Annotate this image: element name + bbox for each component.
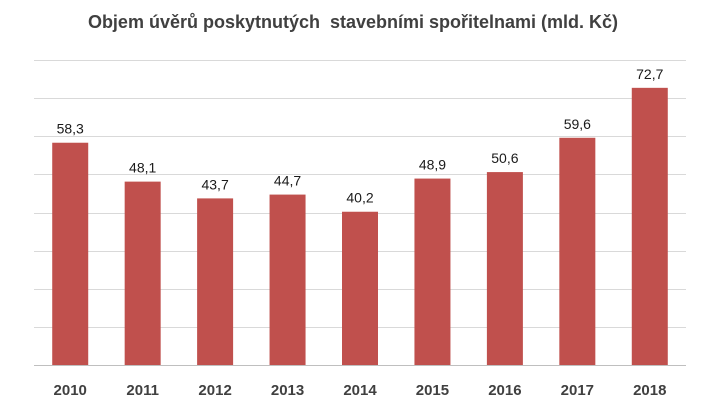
x-tick-label-2015: 2015: [416, 382, 449, 399]
data-label-2013: 44,7: [274, 173, 301, 189]
bar-2018: [631, 87, 668, 366]
bar-2016: [486, 172, 523, 365]
x-tick-label-2012: 2012: [198, 382, 231, 399]
data-label-2011: 48,1: [129, 160, 156, 176]
x-tick-label-2011: 2011: [126, 382, 159, 399]
bar-2013: [269, 194, 306, 365]
bar-2010: [52, 142, 89, 365]
data-labels: 58,3 48,1 43,7 44,7 40,2 48,9 50,6 59,6 72,7: [57, 66, 664, 206]
bar-2014: [342, 211, 378, 365]
chart-title: Objem úvěrů poskytnutých stavebními spoř…: [87, 12, 619, 32]
bar-2015: [414, 178, 451, 365]
x-tick-label-2016: 2016: [488, 382, 521, 399]
x-tick-labels: 2010 2011 2012 2013 2014 2015 2016 2017 2018: [54, 382, 667, 399]
bar-2012: [197, 198, 234, 365]
bars: [52, 87, 668, 366]
data-label-2014: 40,2: [346, 190, 373, 206]
data-label-2016: 50,6: [491, 150, 518, 166]
x-tick-label-2014: 2014: [343, 382, 377, 399]
data-label-2017: 59,6: [564, 116, 591, 132]
bar-2017: [559, 137, 596, 365]
x-tick-label-2013: 2013: [271, 382, 304, 399]
data-label-2018: 72,7: [636, 66, 663, 82]
data-label-2010: 58,3: [57, 121, 84, 137]
x-tick-label-2010: 2010: [54, 382, 87, 399]
x-tick-label-2017: 2017: [561, 382, 594, 399]
x-tick-label-2018: 2018: [633, 382, 666, 399]
data-label-2012: 43,7: [201, 176, 228, 192]
data-label-2015: 48,9: [419, 157, 446, 173]
bar-2011: [124, 181, 161, 365]
